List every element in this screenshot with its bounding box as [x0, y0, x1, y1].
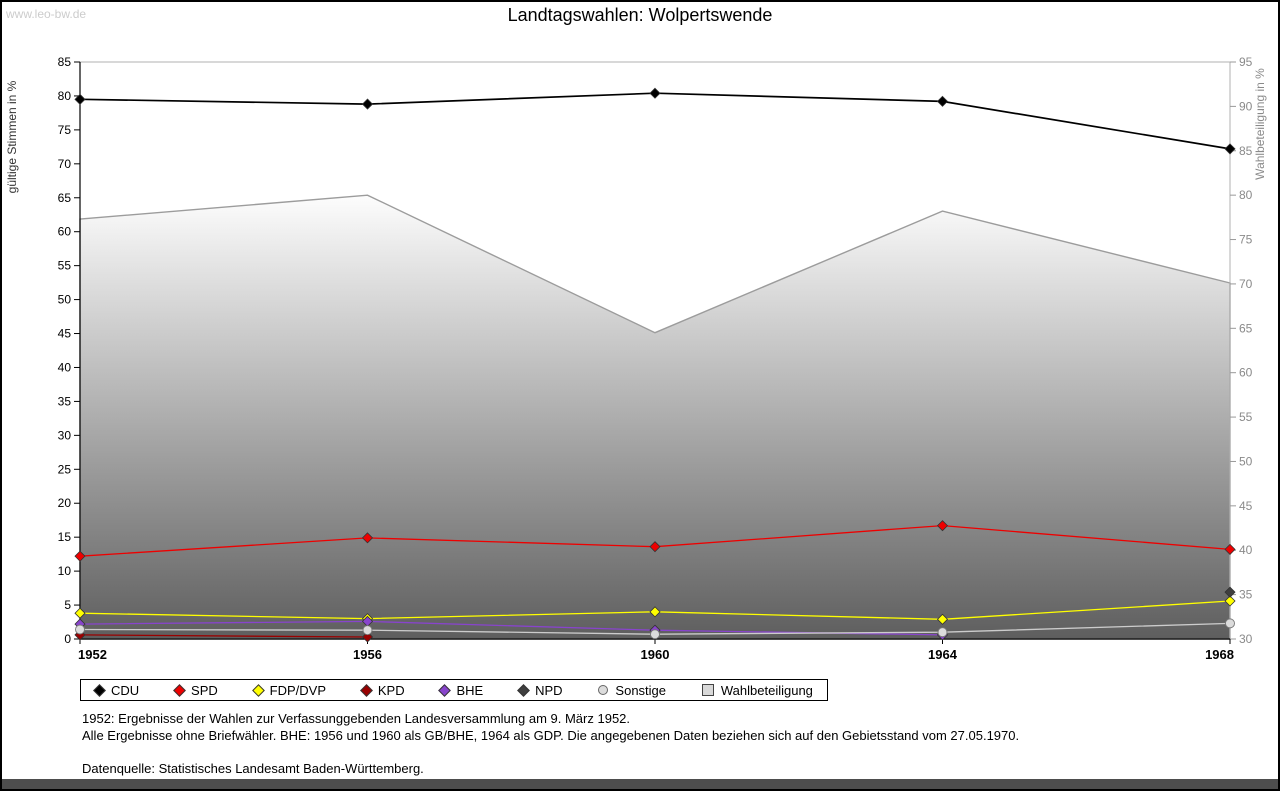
svg-text:95: 95 [1239, 55, 1253, 69]
svg-text:35: 35 [58, 394, 72, 408]
svg-text:30: 30 [58, 428, 72, 442]
svg-text:65: 65 [58, 191, 72, 205]
svg-text:80: 80 [1239, 188, 1253, 202]
legend-item: SPD [173, 682, 218, 698]
svg-text:90: 90 [1239, 99, 1253, 113]
svg-text:15: 15 [58, 530, 72, 544]
footnotes: 1952: Ergebnisse der Wahlen zur Verfassu… [82, 711, 1019, 778]
svg-text:35: 35 [1239, 588, 1253, 602]
svg-text:0: 0 [64, 632, 71, 646]
svg-text:60: 60 [58, 225, 72, 239]
legend-label: CDU [111, 682, 140, 698]
svg-text:25: 25 [58, 462, 72, 476]
legend-label: BHE [456, 682, 484, 698]
election-line-chart: 0 5 10 15 20 25 30 35 40 45 50 55 60 65 70 75 80 85 30 35 40… [2, 2, 1278, 662]
footnote-line: Alle Ergebnisse ohne Briefwähler. BHE: 1… [82, 727, 1020, 743]
svg-text:30: 30 [1239, 632, 1253, 646]
svg-text:50: 50 [58, 293, 72, 307]
legend: CDU SPD FDP/DVP KPD BHE NPD Sonstige Wahlbeteil… [80, 679, 828, 701]
legend-item: Wahlbeteiligung [701, 682, 813, 698]
data-source-note: Datenquelle: Statistisches Landesamt Bad… [82, 761, 424, 777]
page-title: Landtagswahlen: Wolpertswende [507, 5, 773, 25]
legend-label: Wahlbeteiligung [720, 682, 813, 698]
svg-text:1960: 1960 [641, 647, 670, 662]
svg-text:65: 65 [1239, 321, 1253, 335]
svg-text:1964: 1964 [928, 647, 958, 662]
legend-label: KPD [377, 682, 405, 698]
legend-item: KPD [360, 682, 405, 698]
svg-text:85: 85 [1239, 144, 1253, 158]
legend-item: Sonstige [598, 683, 666, 698]
svg-text:40: 40 [1239, 543, 1253, 557]
svg-text:75: 75 [1239, 233, 1253, 247]
svg-text:60: 60 [1239, 366, 1253, 380]
legend-item: NPD [517, 682, 563, 698]
svg-text:45: 45 [58, 327, 72, 341]
legend-item: FDP/DVP [251, 682, 326, 698]
diamond-marker-icon [360, 683, 373, 697]
diamond-marker-icon [173, 683, 186, 697]
legend-label: NPD [535, 682, 563, 698]
bottom-bar [2, 779, 1278, 789]
diamond-marker-icon [251, 683, 265, 697]
svg-text:1952: 1952 [78, 647, 107, 662]
svg-text:50: 50 [1239, 454, 1253, 468]
diamond-marker-icon [93, 683, 106, 697]
svg-text:45: 45 [1239, 499, 1253, 513]
legend-item: CDU [93, 682, 140, 698]
svg-text:5: 5 [64, 598, 71, 612]
svg-text:1968: 1968 [1205, 647, 1234, 662]
watermark: www.leo-bw.de [6, 7, 87, 21]
legend-label: SPD [191, 682, 218, 698]
footnote-line: 1952: Ergebnisse der Wahlen zur Verfassu… [82, 711, 631, 726]
legend-item: BHE [438, 682, 484, 698]
square-marker-icon [701, 684, 714, 696]
svg-text:55: 55 [1239, 410, 1253, 424]
svg-text:85: 85 [58, 55, 72, 69]
diamond-marker-icon [517, 683, 530, 697]
svg-text:20: 20 [58, 496, 72, 510]
chart-svg: 0 5 10 15 20 25 30 35 40 45 50 55 60 65 70 75 80 85 30 35 40… [5, 55, 1267, 662]
svg-text:75: 75 [58, 123, 72, 137]
svg-text:70: 70 [1239, 277, 1253, 291]
legend-label: Sonstige [615, 682, 667, 698]
svg-text:Wahlbeteiligung in %: Wahlbeteiligung in % [1253, 68, 1267, 180]
svg-text:70: 70 [58, 157, 72, 171]
svg-text:10: 10 [58, 564, 72, 578]
diamond-marker-icon [438, 683, 452, 697]
svg-text:1956: 1956 [353, 647, 382, 662]
svg-text:80: 80 [58, 89, 72, 103]
legend-label: FDP/DVP [269, 682, 326, 698]
circle-marker-icon [598, 685, 609, 695]
svg-text:gültige Stimmen in %: gültige Stimmen in % [5, 80, 19, 193]
svg-text:55: 55 [58, 259, 72, 273]
svg-text:40: 40 [58, 360, 72, 374]
